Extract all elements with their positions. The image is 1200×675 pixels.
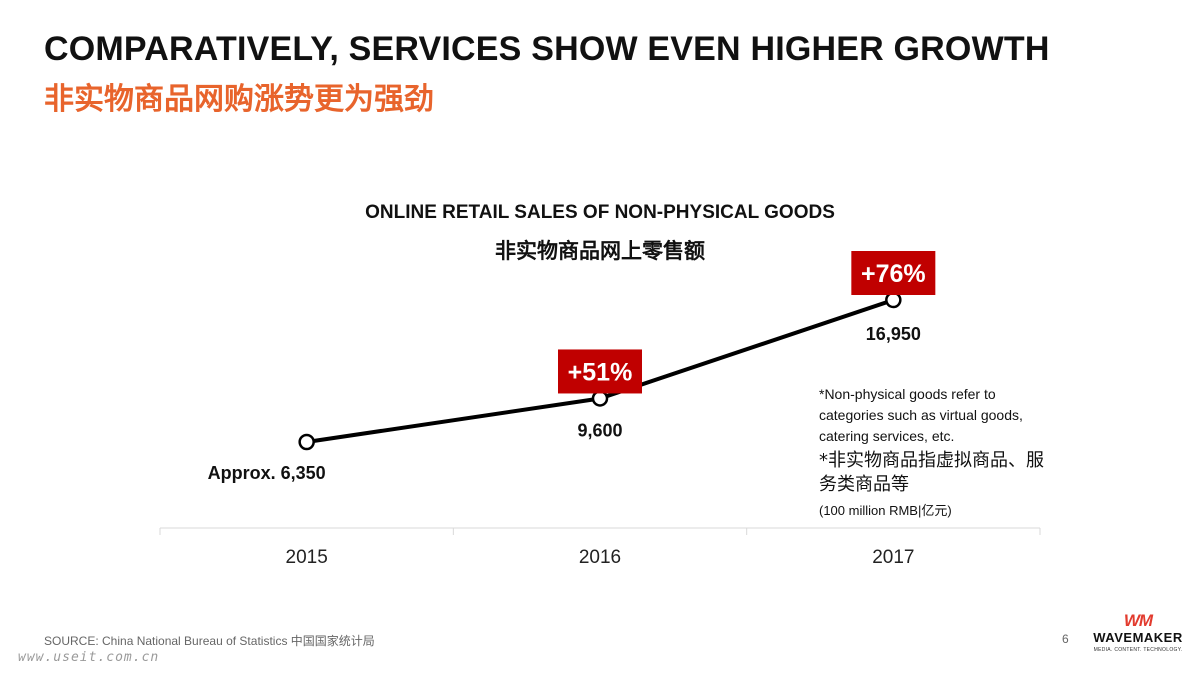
chart-title: ONLINE RETAIL SALES OF NON-PHYSICAL GOOD…	[365, 202, 835, 223]
growth-badge-label: +51%	[568, 358, 633, 386]
footnote-chinese: *非实物商品指虚拟商品、服务类商品等	[819, 450, 1044, 495]
growth-badge	[851, 251, 936, 295]
data-point	[591, 390, 609, 407]
logo-tagline: MEDIA. CONTENT. TECHNOLOGY.	[1093, 647, 1183, 653]
chart-subtitle: 非实物商品网上零售额	[495, 239, 705, 263]
x-tick-label: 2015	[286, 547, 328, 568]
data-point	[298, 433, 315, 451]
wavemaker-logo: WM WAVEMAKER MEDIA. CONTENT. TECHNOLOGY.	[1092, 612, 1184, 654]
logo-mark: WM	[1123, 611, 1153, 630]
logo-name: WAVEMAKER	[1093, 630, 1183, 645]
data-label: 16,950	[866, 324, 921, 344]
unit-note: (100 million RMB|亿元)	[819, 503, 952, 518]
footnote-english: *Non-physical goods refer to categories …	[819, 386, 1023, 444]
data-point	[885, 291, 902, 309]
data-label: 9,600	[577, 420, 622, 440]
page-title: COMPARATIVELY, SERVICES SHOW EVEN HIGHER…	[44, 30, 1050, 68]
x-tick-label: 2017	[872, 547, 914, 568]
x-tick-label: 2016	[579, 547, 621, 568]
page-number: 6	[1062, 632, 1069, 646]
footnote: *Non-physical goods refer to categories …	[819, 384, 1059, 521]
source-note: SOURCE: China National Bureau of Statist…	[44, 634, 375, 648]
growth-badge	[558, 349, 642, 394]
growth-badge-label: +76%	[861, 260, 926, 288]
data-label: Approx. 6,350	[208, 463, 326, 483]
watermark: www.useit.com.cn	[18, 650, 160, 665]
page-title-chinese: 非实物商品网购涨势更为强劲	[44, 82, 434, 117]
